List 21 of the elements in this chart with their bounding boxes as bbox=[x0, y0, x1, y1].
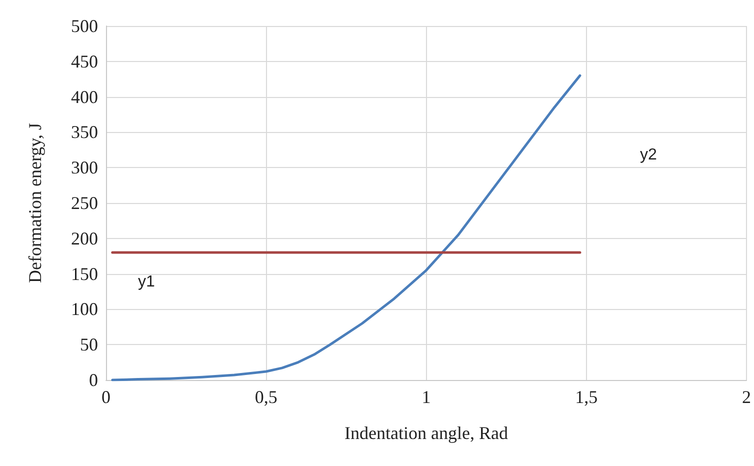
annotation: y1 bbox=[138, 274, 155, 290]
y-tick-label: 0 bbox=[89, 370, 98, 390]
y-tick-label: 500 bbox=[71, 16, 98, 36]
line-series bbox=[111, 74, 582, 382]
y-tick-label: 50 bbox=[80, 334, 98, 355]
x-tick-label: 1,5 bbox=[575, 387, 598, 407]
x-tick-label: 2 bbox=[742, 387, 751, 407]
y-tick-label: 250 bbox=[71, 193, 98, 213]
y-axis-title: Deformation energy, J bbox=[25, 123, 45, 283]
x-axis-title: Indentation angle, Rad bbox=[344, 423, 508, 443]
x-tick-label: 0,5 bbox=[254, 387, 278, 407]
y-tick-label: 150 bbox=[71, 264, 98, 284]
x-tick-label: 0 bbox=[102, 387, 110, 407]
y-tick-label: 450 bbox=[71, 51, 98, 72]
y-tick-label: 400 bbox=[71, 86, 98, 107]
y-tick-label: 350 bbox=[71, 122, 98, 142]
annotation: y2 bbox=[640, 146, 657, 164]
y-tick-label: 200 bbox=[71, 228, 98, 248]
x-tick-label: 1 bbox=[422, 387, 431, 407]
y-tick-label: 300 bbox=[71, 158, 98, 178]
y-tick-label: 100 bbox=[71, 299, 98, 320]
